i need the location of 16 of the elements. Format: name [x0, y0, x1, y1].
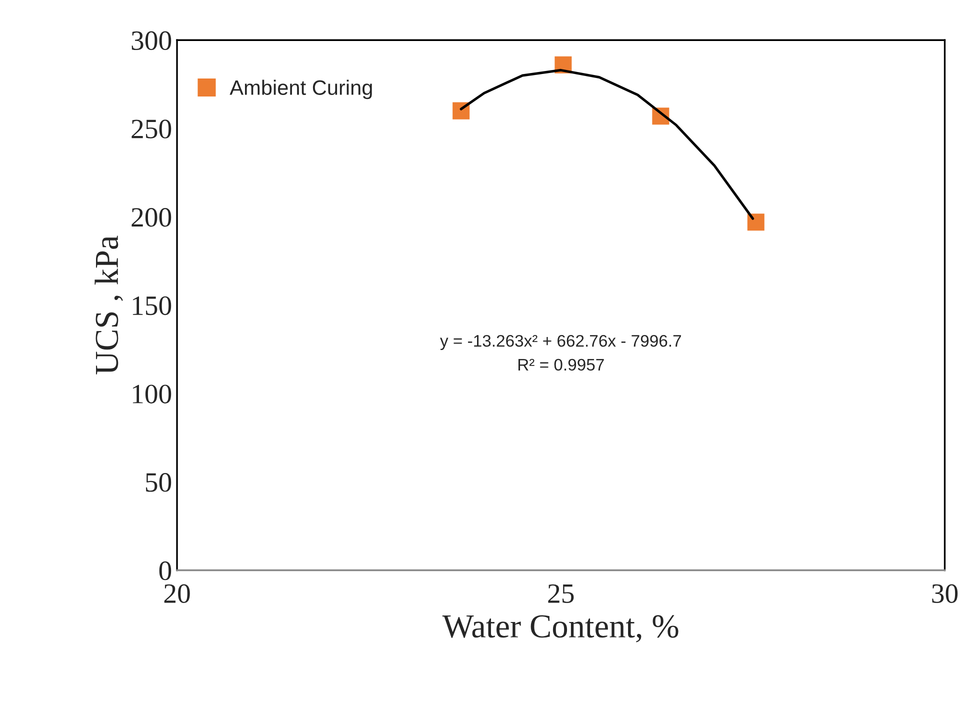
y-tick-label: 0 [159, 561, 172, 580]
y-tick-label: 200 [132, 208, 172, 227]
x-tick-label: 20 [164, 584, 190, 603]
y-tick-label: 150 [132, 296, 172, 316]
point [747, 214, 764, 231]
annotation: y = -13.263x² + 662.76x - 7996.7 [440, 334, 681, 350]
y-axis-title: UCS , kPa [94, 236, 123, 374]
y-tick-label: 100 [132, 384, 172, 404]
y-tick-label: 250 [132, 120, 172, 138]
y-tick-label: 300 [132, 31, 172, 50]
x-tick-label: 30 [932, 584, 958, 603]
x-tick-label: 25 [548, 584, 574, 603]
y-tick-label: 50 [146, 473, 172, 492]
x-axis-title: Water Content, % [442, 615, 678, 642]
legend-label: Ambient Curing [230, 80, 372, 100]
annotation: R² = 0.9957 [518, 358, 604, 371]
